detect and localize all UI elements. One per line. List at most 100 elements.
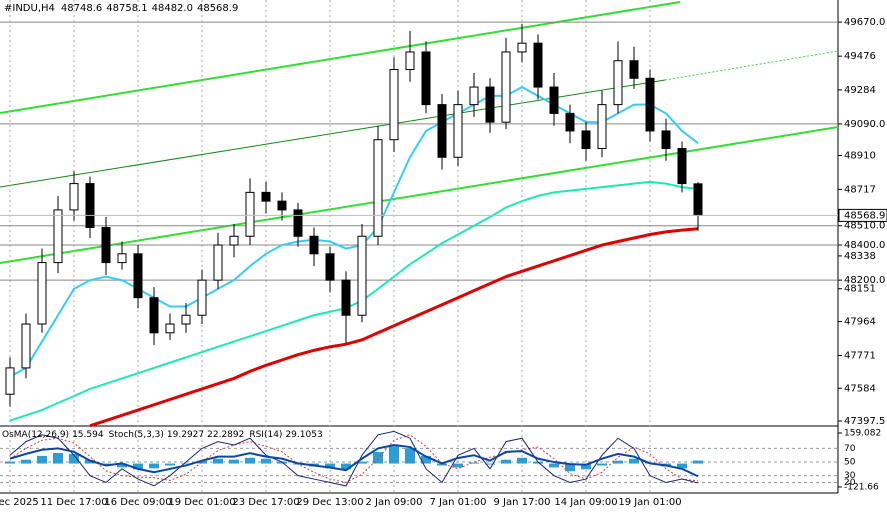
osma-bar [453, 463, 463, 468]
osma-bar [37, 455, 47, 464]
symbol: #INDU,H4 [4, 3, 55, 14]
osma-bar [469, 462, 479, 464]
y-tick-label: 48400.0 [844, 240, 885, 251]
osma-bar [373, 452, 383, 464]
stoch-value: 19.2927 [167, 430, 204, 440]
osma-bar [677, 463, 687, 469]
osc-tick-label: 30 [844, 471, 856, 481]
stoch-signal-value: 22.2892 [207, 430, 244, 440]
candle-body [213, 244, 223, 281]
stoch-name: Stoch(5,3,3) [109, 430, 164, 440]
osma-bar [341, 463, 351, 470]
x-tick-label: 16 Dec 09:00 [104, 497, 171, 508]
y-tick-label: 48200.0 [844, 275, 885, 286]
candle-body [677, 147, 687, 185]
candle-body [501, 51, 511, 123]
osc-tick-label: 159.082 [844, 428, 881, 438]
osma-bar [53, 452, 63, 464]
osc-tick-label: 70 [844, 444, 856, 454]
osma-bar [485, 463, 495, 465]
osma-bar [5, 461, 15, 464]
candle-body [357, 235, 367, 316]
candle-body [437, 104, 447, 158]
osma-bar [389, 446, 399, 464]
candle-body [517, 42, 527, 53]
candle-body [37, 262, 47, 325]
candle-body [5, 367, 15, 395]
x-tick-label: 14 Jan 09:00 [554, 497, 617, 508]
osma-bar [117, 463, 127, 468]
osma-bar [357, 461, 367, 464]
y-tick-label: 48910 [844, 151, 876, 162]
osma-bar [165, 463, 175, 466]
candle-body [117, 253, 127, 264]
candle-body [533, 42, 543, 88]
candle-body [85, 183, 95, 228]
y-tick-label: 48510.0 [844, 221, 885, 232]
stoch-signal-line [9, 434, 699, 483]
candle-body [373, 139, 383, 237]
osma-bar [437, 463, 447, 466]
osma-bar [517, 457, 527, 464]
candle-body [565, 112, 575, 132]
chart-header: #INDU,H4 48748.6 48758.1 48482.0 48568.9 [4, 3, 238, 14]
osc-tick-label: 50 [844, 458, 856, 468]
candle-body [229, 235, 239, 246]
candle-body [149, 297, 159, 334]
x-tick-label: 23 Dec 17:00 [232, 497, 299, 508]
rsi-line [9, 444, 699, 478]
channel-middle-ext [664, 50, 839, 81]
candle-body [277, 200, 287, 211]
osma-value: 15.594 [72, 430, 104, 440]
candle-body [69, 183, 79, 211]
candle-body [453, 104, 463, 158]
osma-bar [21, 459, 31, 464]
y-tick-label: 48338 [844, 251, 876, 262]
channel-upper [0, 1, 681, 114]
candle-body [469, 86, 479, 106]
candle-body [197, 279, 207, 316]
osma-bar [565, 463, 575, 472]
osma-bar [245, 457, 255, 464]
osma-bar [133, 463, 143, 470]
y-tick-label: 47964 [844, 317, 876, 328]
candle-body [293, 209, 303, 237]
candle-body [597, 104, 607, 149]
candle-body [629, 60, 639, 79]
osma-bar [261, 458, 271, 464]
moving-average [9, 180, 699, 422]
osma-name: OsMA(12,26,9) [2, 430, 69, 440]
y-tick-label: 49090.0 [844, 119, 885, 130]
y-tick-label: 47397.5 [844, 416, 885, 427]
rsi-value: 29.1053 [285, 430, 322, 440]
candle-body [421, 51, 431, 106]
candle-body [549, 86, 559, 114]
y-tick-label: 49284 [844, 85, 876, 96]
candle-body [261, 191, 271, 202]
rsi-name: RSI(14) [249, 430, 282, 440]
stoch-line [9, 430, 699, 487]
osma-bar [501, 459, 511, 464]
candle-body [581, 130, 591, 149]
ohlc-open: 48748.6 [61, 3, 102, 14]
osma-bar [181, 463, 191, 465]
x-tick-label: 2 Jan 09:00 [366, 497, 423, 508]
osma-bar [693, 460, 703, 464]
candle-body [245, 191, 255, 237]
osma-bar [229, 459, 239, 464]
channel-lower [0, 126, 839, 264]
osma-bar [629, 458, 639, 464]
ohlc-low: 48482.0 [152, 3, 193, 14]
osma-bar [613, 460, 623, 464]
price-tag [838, 208, 887, 222]
candle-body [485, 86, 495, 123]
x-tick-label: 9 Jan 17:00 [494, 497, 551, 508]
candle-body [165, 323, 175, 334]
osc-tick-label: -121.66 [844, 482, 879, 492]
y-tick-label: 47771 [844, 350, 876, 361]
y-tick-label: 49670.0 [844, 17, 885, 28]
osma-bar [549, 463, 559, 468]
ohlc-high: 48758.1 [106, 3, 147, 14]
osma-bar [325, 463, 335, 469]
